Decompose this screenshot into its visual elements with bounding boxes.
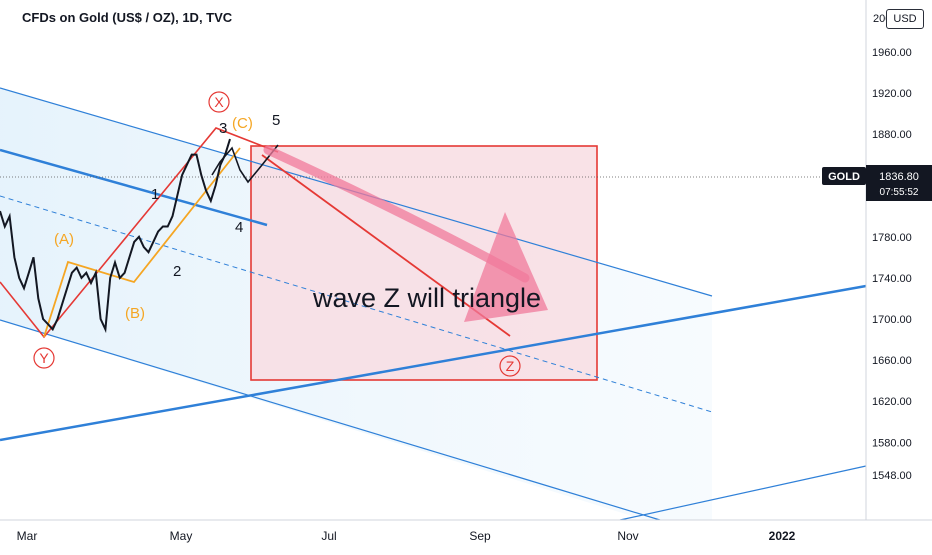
time-tick-label: Nov xyxy=(617,529,638,543)
wave-label-C: (C) xyxy=(232,115,253,132)
price-tick-label: 1920.00 xyxy=(872,88,912,100)
price-tick-label: 1880.00 xyxy=(872,129,912,141)
thick-resistance-line[interactable] xyxy=(0,148,268,227)
wave-label-2: 2 xyxy=(173,263,181,280)
orange-wave-path[interactable] xyxy=(43,147,241,338)
wave-label-4: 4 xyxy=(235,219,243,236)
price-axis-panel[interactable] xyxy=(866,0,932,520)
time-tick-label: May xyxy=(170,529,193,543)
last-price-symbol: GOLD xyxy=(828,171,860,183)
projection-box[interactable] xyxy=(250,145,598,381)
channel-lower-line[interactable] xyxy=(0,319,661,521)
price-series-line[interactable] xyxy=(0,138,231,334)
price-tick-label: 1700.00 xyxy=(872,314,912,326)
red-projection-line[interactable] xyxy=(261,154,511,337)
black-wave-path[interactable] xyxy=(211,144,279,184)
time-axis-ticks: Mar May Jul Sep Nov 2022 xyxy=(17,529,796,543)
price-tick-label: 1960.00 xyxy=(872,47,912,59)
wave-label-X: X xyxy=(214,94,224,110)
wave-label-5: 5 xyxy=(272,112,280,129)
time-tick-label: 2022 xyxy=(769,529,796,543)
price-tick-label: 1620.00 xyxy=(872,396,912,408)
wave-label-A: (A) xyxy=(54,231,74,248)
price-tick-label: 1548.00 xyxy=(872,470,912,482)
last-price-countdown: 07:55:52 xyxy=(880,187,919,198)
wave-marker-Z: Z xyxy=(499,355,521,377)
wave-label-Z: Z xyxy=(506,358,515,374)
wave-marker-X: X xyxy=(208,91,230,113)
wave-marker-Y: Y xyxy=(33,347,55,369)
long-trend-line[interactable] xyxy=(0,284,867,442)
currency-button[interactable]: USD xyxy=(886,9,924,29)
red-wave-path[interactable] xyxy=(0,127,279,339)
time-tick-label: Mar xyxy=(17,529,38,543)
projection-arrow[interactable] xyxy=(263,145,548,322)
wave-label-3: 3 xyxy=(219,120,227,137)
time-tick-label: Sep xyxy=(469,529,491,543)
price-tick-label: 1660.00 xyxy=(872,355,912,367)
note-text: wave Z will triangle xyxy=(312,283,541,313)
price-tick-label: 1780.00 xyxy=(872,232,912,244)
time-axis-panel[interactable] xyxy=(0,520,866,550)
wave-label-Y: Y xyxy=(39,350,49,366)
last-price-value: 1836.80 xyxy=(879,171,919,183)
lower-trend-line[interactable] xyxy=(619,465,867,521)
wave-label-1: 1 xyxy=(151,186,159,203)
wave-label-B: (B) xyxy=(125,305,145,322)
last-price-label: GOLD 1836.80 07:55:52 xyxy=(822,165,932,201)
channel-mid-line[interactable] xyxy=(0,195,713,413)
price-axis-ticks: 1960.00 1920.00 1880.00 1780.00 1740.00 1700.… xyxy=(872,47,912,482)
price-tick-label: 1740.00 xyxy=(872,273,912,285)
price-tick-label: 1580.00 xyxy=(872,437,912,449)
chart-title: CFDs on Gold (US$ / OZ), 1D, TVC xyxy=(22,10,233,25)
time-tick-label: Jul xyxy=(321,529,336,543)
